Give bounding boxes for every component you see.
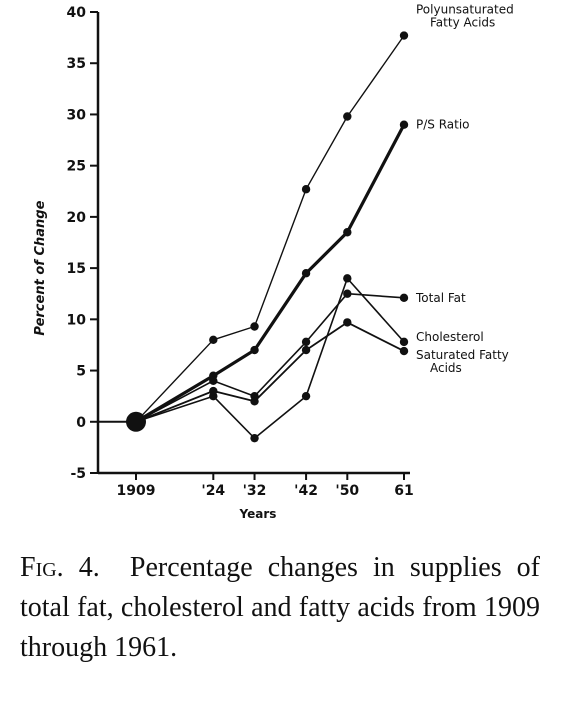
data-point	[301, 345, 311, 355]
series-line	[135, 292, 405, 423]
data-point	[343, 289, 352, 298]
data-point	[301, 185, 311, 194]
data-point	[301, 269, 311, 278]
figure-label: Fig. 4.	[20, 552, 100, 583]
y-tick-label: -5	[70, 466, 86, 482]
figure-caption: Fig. 4. Percentage changes in supplies o…	[20, 548, 540, 668]
y-tick-label: 15	[67, 261, 86, 277]
series-label-line: Polyunsaturated	[416, 3, 514, 17]
data-point	[209, 376, 218, 385]
y-tick-label: 30	[67, 107, 87, 123]
x-tick-label: '32	[243, 483, 267, 499]
chart-axes: -5 0 5 10 15 20 25 30 35 40 1909 '24 '32 '42 '50 61	[67, 5, 414, 499]
series-line	[135, 277, 405, 440]
series-group	[135, 274, 409, 443]
data-point	[343, 228, 352, 237]
series-label-line: P/S Ratio	[416, 118, 470, 132]
y-tick-label: 10	[67, 312, 87, 328]
series-label-line: Cholesterol	[416, 330, 484, 344]
data-point	[399, 293, 409, 303]
y-tick-label: 40	[67, 5, 87, 21]
x-axis-label: Years	[239, 507, 277, 521]
x-tick-label: 61	[394, 483, 413, 499]
series-label-line: Acids	[430, 361, 462, 375]
data-point	[250, 397, 259, 406]
series-label: Saturated Fatty Acids	[416, 348, 509, 375]
line-chart: -5 0 5 10 15 20 25 30 35 40 1909 '24 '32 '42 '50 61 Pol…	[33, 3, 514, 521]
y-tick-label: 5	[76, 364, 86, 380]
data-point	[301, 337, 311, 347]
data-point	[209, 335, 218, 345]
origin-point	[126, 411, 146, 432]
data-point	[343, 318, 352, 327]
series-group	[135, 289, 409, 423]
series-group	[135, 31, 409, 423]
series-label-line: Total Fat	[415, 291, 466, 305]
y-tick-label: 25	[67, 159, 86, 175]
y-axis-label: Percent of Change	[33, 200, 48, 335]
data-point	[399, 31, 409, 40]
data-point	[250, 345, 259, 355]
series-label-line: Fatty Acids	[430, 16, 495, 30]
data-point	[343, 274, 352, 283]
data-point	[343, 112, 352, 121]
x-tick-label: '50	[335, 483, 359, 499]
data-point	[399, 337, 409, 347]
series-label: Total Fat	[415, 291, 466, 305]
data-point	[399, 120, 409, 129]
series-group	[135, 120, 409, 424]
x-tick-label: '42	[294, 483, 318, 499]
series-label: Polyunsaturated Fatty Acids	[416, 3, 514, 30]
y-tick-label: 35	[67, 56, 86, 72]
series-labels: Polyunsaturated Fatty Acids P/S Ratio Total…	[415, 3, 514, 376]
series-line	[135, 123, 406, 424]
series-line	[135, 321, 405, 423]
y-tick-label: 20	[67, 210, 87, 226]
data-point	[209, 386, 218, 396]
series-label: Cholesterol	[416, 330, 484, 344]
data-point	[250, 433, 259, 443]
data-point	[301, 391, 311, 401]
chart-series	[126, 31, 409, 443]
data-point	[250, 322, 259, 331]
y-tick-label: 0	[76, 415, 86, 431]
series-line	[135, 35, 405, 423]
x-tick-label: '24	[201, 483, 225, 499]
series-label: P/S Ratio	[416, 118, 470, 132]
series-group	[135, 318, 409, 423]
data-point	[399, 346, 409, 356]
series-label-line: Saturated Fatty	[416, 348, 509, 362]
x-tick-label: 1909	[117, 483, 156, 499]
caption-text: Percentage changes in supplies of total …	[20, 552, 540, 663]
